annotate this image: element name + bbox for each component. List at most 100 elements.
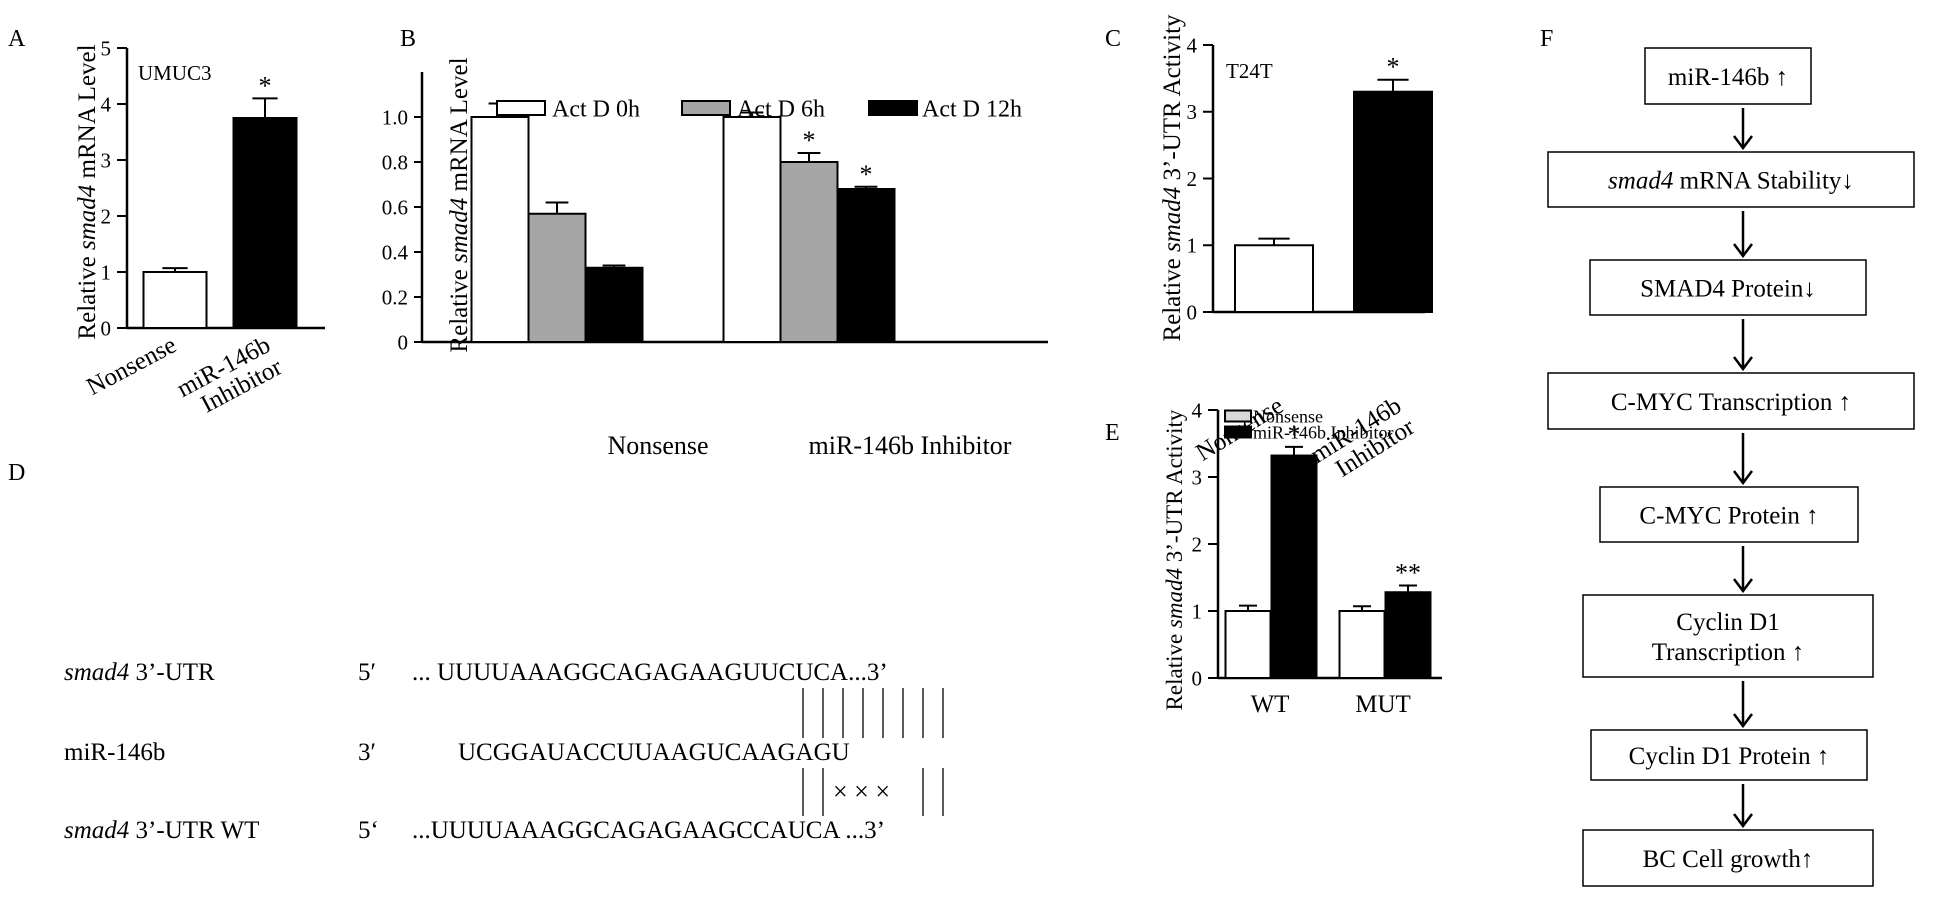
y-tick-label: 2 — [1192, 532, 1203, 556]
flow-arrowhead — [1733, 356, 1753, 372]
legend-label: Act D 12h — [922, 96, 1022, 122]
flow-step-box — [1582, 594, 1874, 678]
y-axis-label: Relative smad4 3’-UTR Activity — [1162, 409, 1187, 710]
y-tick-label: 1.0 — [382, 105, 408, 129]
bar — [1384, 591, 1432, 679]
y-tick-label: 1 — [101, 260, 112, 284]
y-axis-label: Relative smad4 mRNA Level — [74, 44, 101, 339]
flow-step: Cyclin D1 Transcription ↑ — [1582, 594, 1874, 678]
legend-swatch — [681, 100, 731, 116]
flow-step-label: Transcription ↑ — [1652, 639, 1805, 666]
y-tick-label: 1 — [1192, 599, 1203, 623]
bar — [1270, 454, 1318, 679]
panel-letter-d: D — [8, 460, 25, 486]
x-category-label: miR-146bInhibitor — [173, 331, 288, 425]
cell-line-label: T24T — [1226, 59, 1273, 83]
panel-letter-c: C — [1105, 26, 1121, 52]
bar — [527, 212, 587, 343]
bar — [1353, 90, 1433, 313]
y-axis-label: Relative smad4 mRNA Level — [446, 57, 473, 352]
flow-step-box — [1582, 829, 1874, 887]
y-tick-label: 0.8 — [382, 150, 408, 174]
y-tick-label: 2 — [101, 204, 112, 228]
flow-step: Cyclin D1 Protein ↑ — [1590, 729, 1868, 781]
pairing-lines-upper — [802, 688, 944, 738]
legend-label: Act D 0h — [552, 96, 640, 122]
y-tick-label: 4 — [1187, 33, 1198, 57]
legend: Act D 0h Act D 6h Act D 12h — [496, 96, 1022, 122]
y-tick-label: 4 — [101, 92, 112, 116]
sequence-alignment: smad4 3’-UTR 5′ ... UUUUAAAGGCAGAGAAGUUC… — [64, 659, 944, 844]
y-tick-label: 2 — [1187, 167, 1198, 191]
bar — [779, 161, 839, 343]
seq-row-2-sequence: UCGGAUACCUUAAGUCAAGAGU — [458, 739, 850, 766]
mismatch-marks: × × × — [833, 777, 890, 806]
flow-arrowhead — [1733, 470, 1753, 486]
significance-mark: * — [259, 71, 272, 100]
y-tick-label: 0.2 — [382, 285, 408, 309]
flow-step: miR-146b ↑ — [1644, 47, 1812, 105]
seq-row-2-label: miR-146b — [64, 739, 165, 766]
flow-step-label: BC Cell growth↑ — [1643, 846, 1814, 873]
bar — [142, 271, 208, 329]
significance-mark: * — [1288, 420, 1301, 449]
y-tick-label: 0 — [1192, 666, 1203, 690]
seq-row-1-sequence: ... UUUUAAAGGCAGAGAAGUUCUCA...3’ — [412, 659, 888, 686]
flow-step: smad4 mRNA Stability↓ — [1547, 151, 1915, 208]
flow-step-box — [1599, 486, 1859, 543]
chart-b: 0 0.2 0.4 0.6 0.8 1.0 Relative smad4 mRNA Leve… — [382, 57, 1048, 460]
y-tick-label: 1 — [1187, 234, 1198, 258]
flow-step-label: Cyclin D1 Protein ↑ — [1629, 743, 1830, 770]
seq-row-1-label: smad4 3’-UTR — [64, 659, 215, 686]
bar — [232, 117, 298, 329]
legend-swatch — [1224, 425, 1252, 439]
cell-line-label: UMUC3 — [138, 61, 212, 85]
y-tick-label: 0.6 — [382, 195, 408, 219]
legend-swatch — [868, 100, 918, 116]
flow-step-box — [1590, 729, 1868, 781]
seq-row-3-label: smad4 3’-UTR WT — [64, 817, 259, 844]
flow-step-label: SMAD4 Protein↓ — [1640, 276, 1816, 303]
panel-letter-a: A — [8, 26, 26, 52]
flow-step-label: Cyclin D1 — [1676, 609, 1779, 636]
flow-step-box — [1644, 47, 1812, 105]
legend-swatch — [1224, 409, 1252, 423]
x-category-label: miR-146b Inhibitor — [809, 431, 1012, 460]
legend-label: Act D 6h — [737, 96, 825, 122]
flow-step: C-MYC Transcription ↑ — [1547, 372, 1915, 430]
flow-step-box — [1547, 372, 1915, 430]
y-axis-label: Relative smad4 3’-UTR Activity — [1159, 14, 1186, 342]
x-category-label: WT — [1251, 691, 1290, 718]
flow-step: C-MYC Protein ↑ — [1599, 486, 1859, 543]
bar — [836, 188, 896, 343]
seq-row-3-end: 5‘ — [358, 817, 379, 844]
seq-row-1-end: 5′ — [358, 659, 376, 686]
bar — [1224, 610, 1272, 679]
flow-step-label: C-MYC Protein ↑ — [1639, 503, 1818, 530]
pairing-lines-lower — [802, 768, 944, 816]
flow-step: SMAD4 Protein↓ — [1589, 259, 1867, 316]
bar — [470, 116, 530, 343]
flow-step-box — [1589, 259, 1867, 316]
panel-letter-f: F — [1540, 26, 1553, 52]
flow-step-box — [1547, 151, 1915, 208]
x-category-label: Nonsense — [607, 431, 708, 460]
y-tick-label: 5 — [101, 36, 112, 60]
flow-step-label: C-MYC Transcription ↑ — [1611, 389, 1851, 416]
legend-label: Nonsense — [1253, 406, 1323, 426]
y-tick-label: 0.4 — [382, 240, 409, 264]
y-tick-label: 0 — [101, 316, 112, 340]
y-tick-label: 0 — [1187, 300, 1198, 324]
legend-swatch — [496, 100, 546, 116]
significance-mark: ** — [1395, 559, 1421, 588]
x-category-label: Nonsense — [82, 331, 181, 400]
pathway-flowchart: miR-146b ↑ smad4 mRNA Stability↓ SMAD4 Pro… — [1547, 47, 1915, 887]
y-tick-label: 3 — [1187, 100, 1198, 124]
y-tick-label: 3 — [1192, 465, 1203, 489]
x-category-label: MUT — [1355, 691, 1411, 718]
panel-letter-b: B — [400, 26, 416, 52]
flow-step: BC Cell growth↑ — [1582, 829, 1874, 887]
